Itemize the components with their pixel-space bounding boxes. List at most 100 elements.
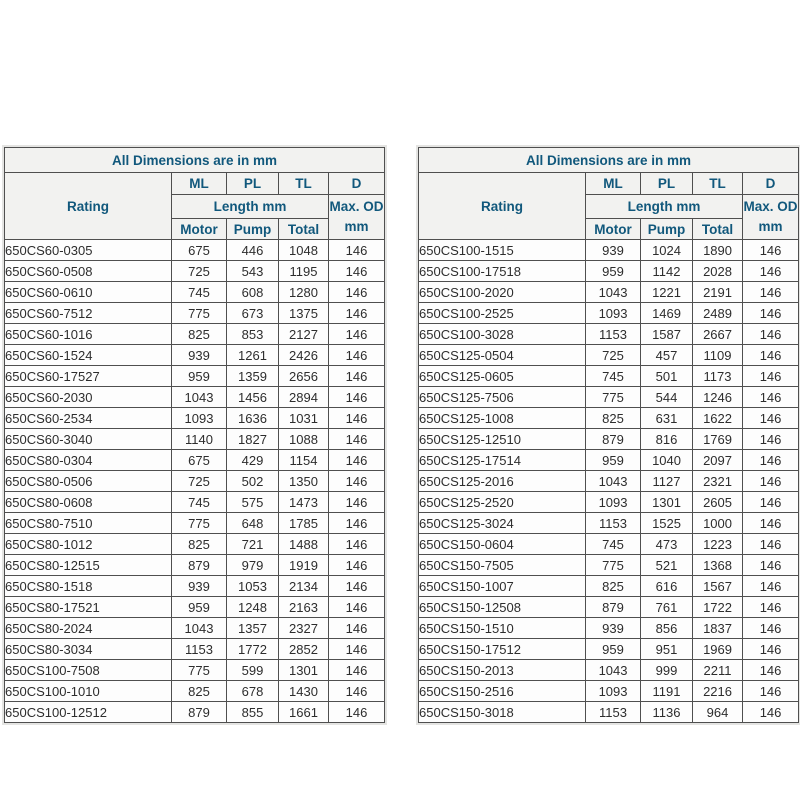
- table-row: 650CS150-17512 959 951 1969 146: [418, 638, 800, 660]
- motor-cell: 1093: [171, 407, 227, 429]
- pump-cell: 761: [640, 596, 694, 618]
- max-od-line1: Max. OD: [743, 199, 798, 215]
- od-cell: 146: [327, 365, 386, 387]
- rating-cell: 650CS150-2013: [418, 659, 587, 681]
- max-od-header: Max. OD mm: [742, 194, 800, 240]
- table-row: 650CS125-0605 745 501 1173 146: [418, 365, 800, 387]
- rating-cell: 650CS125-12510: [418, 428, 587, 450]
- od-cell: 146: [327, 470, 386, 492]
- table-row: 650CS60-3040 1140 1827 1088 146: [4, 428, 386, 450]
- motor-cell: 745: [585, 533, 642, 555]
- pump-cell: 1248: [226, 596, 279, 618]
- tl-header: TL: [278, 172, 329, 195]
- table-row: 650CS80-0506 725 502 1350 146: [4, 470, 386, 492]
- table-row: 650CS80-17521 959 1248 2163 146: [4, 596, 386, 618]
- rating-cell: 650CS100-2020: [418, 281, 587, 303]
- length-header: Length mm: [171, 194, 329, 219]
- total-cell: 1919: [278, 554, 329, 576]
- od-cell: 146: [742, 365, 800, 387]
- motor-cell: 959: [585, 449, 642, 471]
- table-row: 650CS125-7506 775 544 1246 146: [418, 386, 800, 408]
- rating-cell: 650CS80-7510: [4, 512, 172, 534]
- rating-cell: 650CS125-0504: [418, 344, 587, 366]
- od-cell: 146: [742, 659, 800, 681]
- od-cell: 146: [742, 281, 800, 303]
- total-cell: 2667: [692, 323, 744, 345]
- total-cell: 2127: [278, 323, 329, 345]
- od-cell: 146: [327, 596, 386, 618]
- pump-cell: 1191: [640, 680, 694, 702]
- total-cell: 964: [692, 701, 744, 723]
- pump-cell: 855: [226, 701, 279, 723]
- table-row: 650CS60-1016 825 853 2127 146: [4, 323, 386, 345]
- rating-cell: 650CS80-2024: [4, 617, 172, 639]
- pump-cell: 599: [226, 659, 279, 681]
- pump-header: Pump: [226, 218, 279, 240]
- motor-cell: 1093: [585, 680, 642, 702]
- motor-cell: 825: [585, 407, 642, 429]
- od-cell: 146: [327, 323, 386, 345]
- od-cell: 146: [742, 680, 800, 702]
- rating-cell: 650CS80-12515: [4, 554, 172, 576]
- rating-cell: 650CS100-7508: [4, 659, 172, 681]
- table-row: 650CS80-1518 939 1053 2134 146: [4, 575, 386, 597]
- total-cell: 2327: [278, 617, 329, 639]
- pump-cell: 673: [226, 302, 279, 324]
- od-cell: 146: [327, 575, 386, 597]
- table-row: 650CS150-7505 775 521 1368 146: [418, 554, 800, 576]
- pump-cell: 1301: [640, 491, 694, 513]
- pump-cell: 521: [640, 554, 694, 576]
- motor-cell: 959: [171, 365, 227, 387]
- rating-cell: 650CS100-1515: [418, 239, 587, 261]
- motor-cell: 745: [171, 281, 227, 303]
- total-cell: 1567: [692, 575, 744, 597]
- total-cell: 2321: [692, 470, 744, 492]
- motor-cell: 825: [171, 533, 227, 555]
- motor-cell: 959: [585, 260, 642, 282]
- total-cell: 1048: [278, 239, 329, 261]
- od-cell: 146: [327, 239, 386, 261]
- pump-cell: 543: [226, 260, 279, 282]
- od-cell: 146: [742, 491, 800, 513]
- table-title: All Dimensions are in mm: [3, 147, 386, 173]
- od-cell: 146: [327, 533, 386, 555]
- od-cell: 146: [327, 638, 386, 660]
- total-cell: 1109: [692, 344, 744, 366]
- rating-cell: 650CS80-17521: [4, 596, 172, 618]
- rating-cell: 650CS60-1524: [4, 344, 172, 366]
- table-row: 650CS100-17518 959 1142 2028 146: [418, 260, 800, 282]
- max-od-line1: Max. OD: [329, 199, 384, 215]
- motor-cell: 745: [585, 365, 642, 387]
- od-cell: 146: [327, 428, 386, 450]
- total-cell: 1195: [278, 260, 329, 282]
- motor-cell: 775: [171, 512, 227, 534]
- rating-cell: 650CS125-17514: [418, 449, 587, 471]
- motor-cell: 775: [171, 302, 227, 324]
- motor-cell: 675: [171, 239, 227, 261]
- table-row: 650CS150-0604 745 473 1223 146: [418, 533, 800, 555]
- od-cell: 146: [327, 680, 386, 702]
- od-cell: 146: [327, 449, 386, 471]
- pump-cell: 721: [226, 533, 279, 555]
- total-cell: 1769: [692, 428, 744, 450]
- motor-cell: 959: [585, 638, 642, 660]
- od-cell: 146: [327, 386, 386, 408]
- motor-cell: 1153: [171, 638, 227, 660]
- d-header: D: [742, 172, 800, 195]
- table-body: 650CS100-1515 939 1024 1890 146 650CS100-1751…: [418, 239, 800, 723]
- rating-cell: 650CS150-3018: [418, 701, 587, 723]
- rating-cell: 650CS150-12508: [418, 596, 587, 618]
- total-cell: 1280: [278, 281, 329, 303]
- rating-cell: 650CS80-3034: [4, 638, 172, 660]
- od-cell: 146: [742, 323, 800, 345]
- motor-header: Motor: [585, 218, 642, 240]
- rating-cell: 650CS150-1007: [418, 575, 587, 597]
- pump-cell: 429: [226, 449, 279, 471]
- table-row: 650CS60-2534 1093 1636 1031 146: [4, 407, 386, 429]
- od-cell: 146: [327, 302, 386, 324]
- rating-cell: 650CS80-0304: [4, 449, 172, 471]
- od-cell: 146: [327, 491, 386, 513]
- total-cell: 1173: [692, 365, 744, 387]
- total-cell: 1837: [692, 617, 744, 639]
- motor-cell: 1043: [585, 281, 642, 303]
